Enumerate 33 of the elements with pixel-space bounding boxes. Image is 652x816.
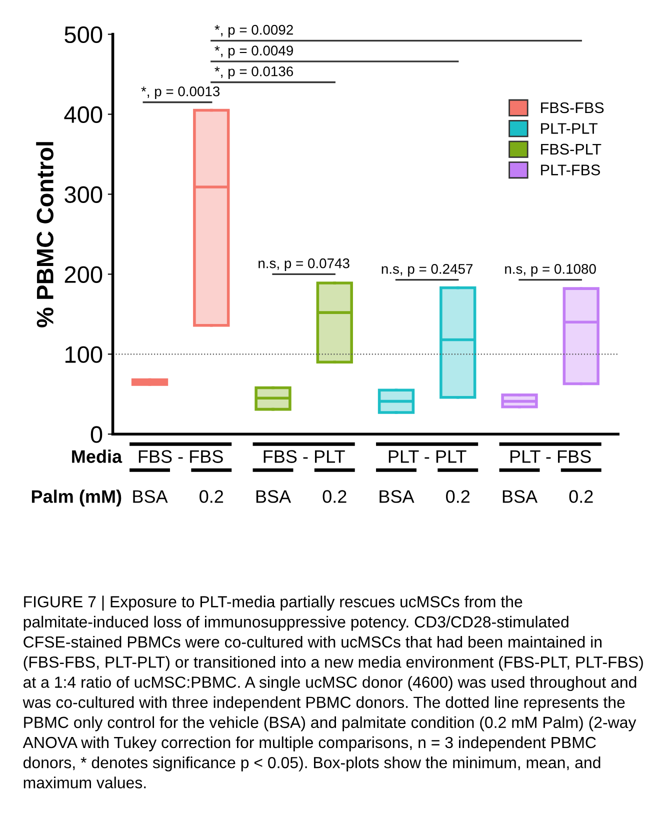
- legend-label: PLT-PLT: [541, 123, 598, 134]
- x-tick-label: BSA: [502, 490, 538, 503]
- y-tick-label: 200: [64, 266, 102, 283]
- x-tick-label: 0.2: [322, 490, 346, 503]
- text: PLT - FBS: [510, 450, 591, 463]
- x-tick-label: 0.2: [569, 490, 593, 503]
- text: PLT - PLT: [388, 450, 466, 463]
- y-tick-label: 300: [64, 186, 102, 203]
- legend-label: FBS-FBS: [541, 102, 604, 114]
- annotation: n.s, p = 0.0743: [258, 258, 350, 271]
- y-tick-label: 100: [65, 346, 102, 363]
- text: FIGURE 7 | Exposure to PLT-media partially rescues ucMSCs from the palmitate-induced loss of immunosuppressive potency. CD3/CD28-stimulated CFSE-stained PBMCs were co-cultured with ucMSCs that had been maintained in (FBS-FBS, PLT-PLT) or transitioned into a new media environment (FBS-PLT, PLT-FBS) at a 1:4 ratio of ucMSC:PBMC. A single ucMSC donor (4600) was used throughout and was co-cultured with three independent PBMC donors. The dotted line represents the PBMC only control for the vehicle (BSA) and palmitate condition (0.2 mM Palm) (2-way ANOVA with Tukey correction for multiple comparisons, n = 3 independent PBMC donors, * denotes significance p < 0.05). Box-plots show the minimum, mean, and maximum values.: [22, 596, 643, 788]
- annotation: n.s, p = 0.1080: [505, 264, 596, 277]
- annotation: *, p = 0.0013: [141, 86, 220, 100]
- annotation: n.s, p = 0.2457: [382, 264, 473, 277]
- x-tick-label: 0.2: [446, 490, 470, 503]
- text: Media: [72, 450, 122, 463]
- text: FBS - FBS: [138, 450, 223, 463]
- x-tick-label: BSA: [133, 490, 168, 503]
- y-tick-label: 500: [64, 26, 102, 44]
- annotation: *, p = 0.0136: [214, 66, 294, 80]
- text: FBS - PLT: [264, 450, 345, 463]
- annotation: *, p = 0.0092: [214, 24, 293, 38]
- annotation: *, p = 0.0049: [214, 46, 293, 58]
- x-tick-label: BSA: [380, 490, 414, 503]
- text: Palm (mM): [32, 490, 122, 506]
- x-tick-label: 0.2: [200, 490, 224, 503]
- y-axis-title: % PBMC Control: [36, 142, 54, 328]
- legend-label: PLT-FBS: [541, 164, 600, 176]
- legend-label: FBS-PLT: [541, 144, 602, 155]
- y-tick-label: 0: [90, 426, 102, 443]
- y-tick-label: 400: [64, 106, 102, 124]
- x-tick-label: BSA: [256, 490, 292, 503]
